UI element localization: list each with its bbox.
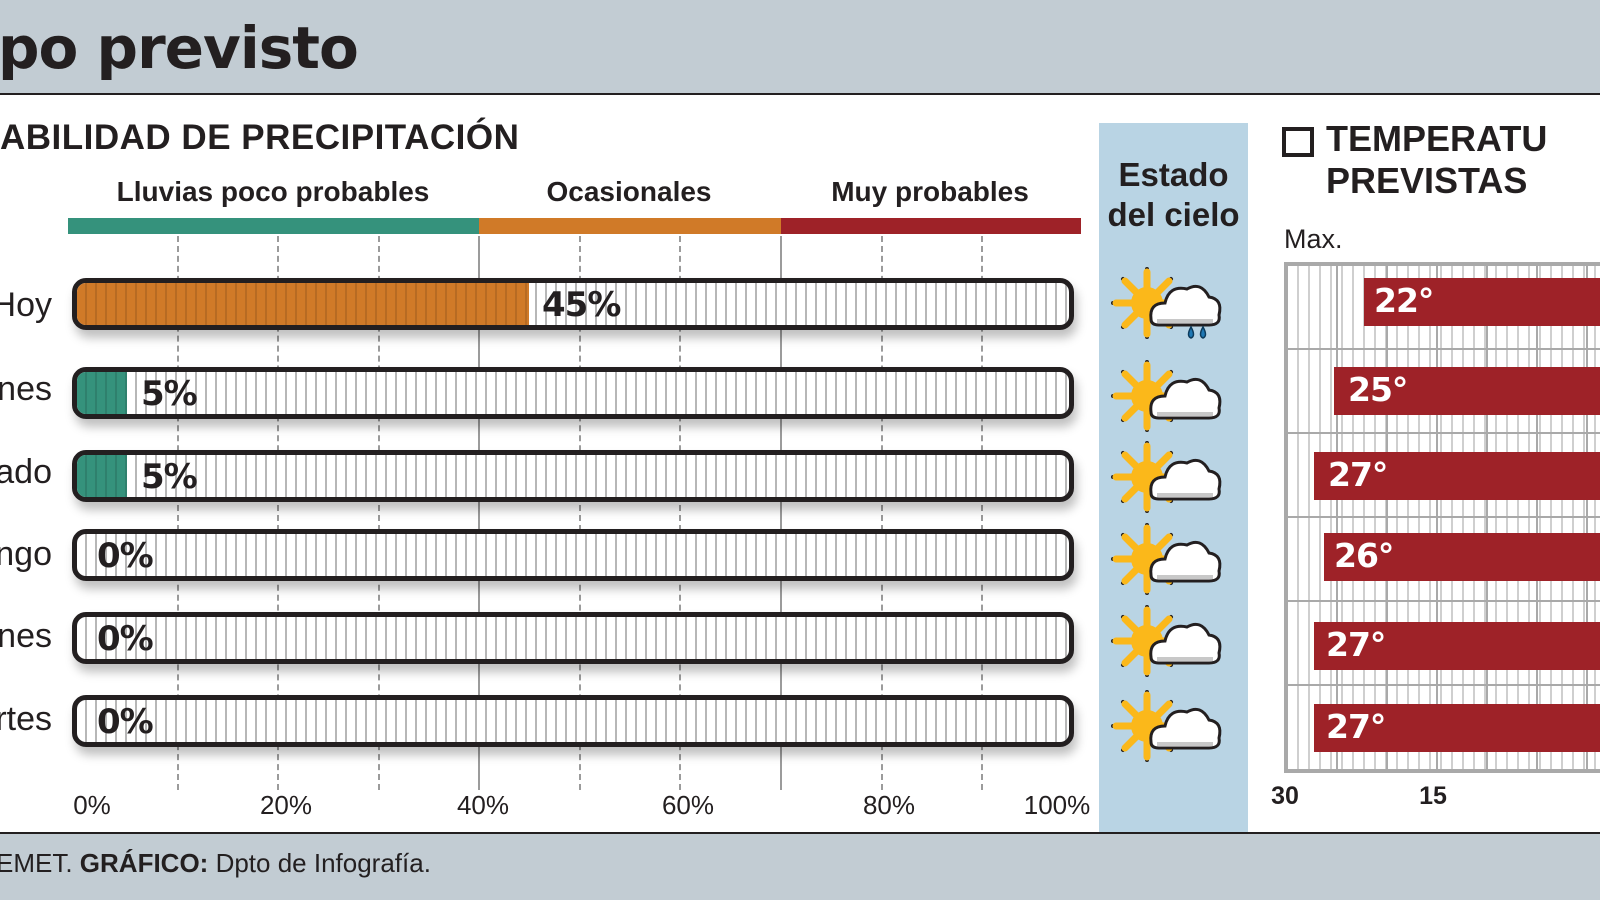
source-credit: EMET. [0, 848, 80, 878]
precip-bar-value: 0% [97, 536, 154, 576]
sky-title-line1: Estado [1118, 156, 1229, 193]
gridline-60 [679, 236, 681, 790]
precip-bar-value: 0% [97, 619, 154, 659]
precip-bar-track: 5% [72, 450, 1074, 502]
sky-state-column: Estado del cielo [1099, 123, 1248, 832]
gridline-40 [478, 236, 480, 790]
credits: EMET. GRÁFICO: Dpto de Infografía. [0, 848, 431, 879]
graphic-credit: Dpto de Infografía. [208, 848, 431, 878]
footer-band: EMET. GRÁFICO: Dpto de Infografía. [0, 832, 1600, 900]
row-separator [1288, 432, 1600, 434]
temp-bar-value: 27° [1326, 625, 1386, 664]
temperature-chart: 22° 25° 27° 26° 27° 27° [1284, 262, 1600, 773]
precip-bar-value: 5% [141, 457, 198, 497]
row-label-day: ado [0, 453, 52, 491]
precip-bar-fill [77, 283, 529, 325]
temp-bar-value: 27° [1328, 455, 1388, 494]
sun-cloud-icon [1111, 523, 1222, 595]
sky-title-line2: del cielo [1107, 196, 1240, 233]
page-title: po previsto [0, 14, 359, 82]
temp-bar: 26° [1324, 533, 1600, 581]
precip-bar-track: 0% [72, 529, 1074, 581]
precip-bar-track: 5% [72, 367, 1074, 419]
gridline-10 [177, 236, 179, 790]
sun-cloud-icon [1111, 690, 1222, 762]
x-tick: 0% [73, 790, 111, 820]
temp-bar-value: 22° [1374, 281, 1434, 320]
sun-cloud-icon [1111, 605, 1222, 677]
gridline-80 [881, 236, 883, 790]
gridline-20 [277, 236, 279, 790]
temp-bar: 27° [1314, 704, 1600, 752]
category-strip-very-likely [781, 218, 1081, 234]
precip-bar-track: 45% [72, 278, 1074, 330]
temp-bar: 27° [1314, 622, 1600, 670]
temperature-title-line2: PREVISTAS [1326, 160, 1528, 201]
category-label-very-likely: Muy probables [831, 176, 1029, 207]
x-tick: 80% [862, 790, 916, 820]
gridline-70 [780, 236, 782, 790]
row-separator [1288, 600, 1600, 602]
sun-cloud-icon [1111, 360, 1222, 432]
row-separator [1288, 684, 1600, 686]
x-tick: 20% [259, 790, 313, 820]
precipitation-title: ABILIDAD DE PRECIPITACIÓN [0, 118, 520, 157]
graphic-label: GRÁFICO: [79, 848, 209, 878]
precip-bar-fill [77, 372, 127, 414]
row-separator [1288, 348, 1600, 350]
temperature-title: TEMPERATU PREVISTAS [1326, 118, 1547, 202]
temp-bar-value: 26° [1334, 536, 1394, 575]
precip-bar-fill [77, 455, 127, 497]
row-separator [1288, 516, 1600, 518]
temp-bar: 22° [1364, 278, 1600, 326]
temp-bar: 27° [1314, 452, 1600, 500]
header-band: po previsto [0, 0, 1600, 95]
gridline-30 [378, 236, 380, 790]
precip-bar-value: 45% [542, 285, 621, 325]
checkbox-square-icon [1282, 127, 1314, 157]
row-label-day: nes [0, 370, 52, 408]
x-tick: 60% [661, 790, 715, 820]
sky-state-title: Estado del cielo [1099, 155, 1248, 235]
temp-axis-tick: 15 [1419, 782, 1447, 810]
sun-cloud-rain-icon [1111, 267, 1222, 339]
x-tick: 40% [456, 790, 510, 820]
row-label-day: nes [0, 617, 52, 655]
x-tick: 100% [1023, 790, 1091, 820]
category-strip-occasional [479, 218, 781, 234]
sun-cloud-icon [1111, 441, 1222, 513]
category-strip-unlikely [68, 218, 479, 234]
gridline-50 [579, 236, 581, 790]
max-label: Max. [1284, 224, 1343, 254]
temp-bar-value: 25° [1348, 370, 1408, 409]
precip-bar-track: 0% [72, 695, 1074, 747]
category-label-occasional: Ocasionales [546, 176, 712, 207]
row-label-day: rtes [0, 700, 52, 738]
gridline-90 [981, 236, 983, 790]
precip-bar-track: 0% [72, 612, 1074, 664]
row-label-day: Hoy [0, 286, 52, 324]
temp-axis-tick: 30 [1271, 782, 1299, 810]
precip-bar-value: 0% [97, 702, 154, 742]
temp-bar: 25° [1334, 367, 1600, 415]
category-label-unlikely: Lluvias poco probables [116, 176, 430, 207]
temperature-title-line1: TEMPERATU [1326, 118, 1548, 159]
precip-bar-value: 5% [141, 374, 198, 414]
temp-bar-value: 27° [1326, 707, 1386, 746]
row-label-day: ngo [0, 535, 52, 573]
